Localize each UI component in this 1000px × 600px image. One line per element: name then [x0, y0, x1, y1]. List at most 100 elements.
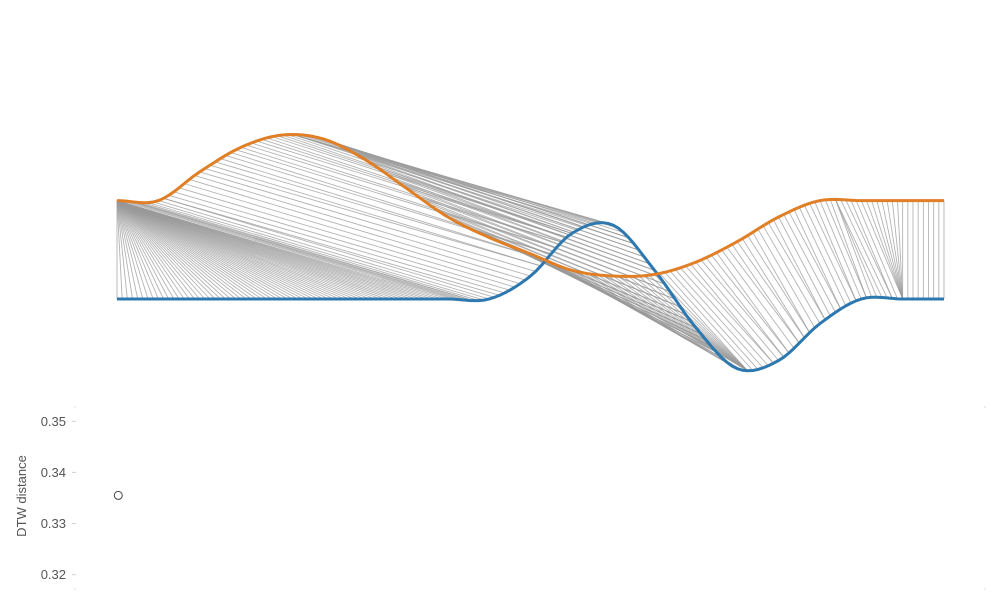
alignment-connector [876, 200, 904, 300]
alignment-connector [628, 276, 748, 372]
alignment-connector [194, 175, 531, 277]
alignment-connector [742, 238, 805, 339]
alignment-connector [819, 200, 862, 300]
alignment-connector [178, 187, 516, 288]
alignment-connector [116, 200, 216, 300]
alignment-connector [674, 269, 764, 369]
alignment-connector [116, 200, 133, 300]
alignment-connector [659, 273, 748, 372]
scatter-points [113, 490, 123, 500]
alignment-connector [116, 200, 252, 300]
alignment-connector [116, 200, 144, 300]
alignment-connector [773, 219, 826, 320]
alignment-connector [116, 200, 262, 300]
y-axis-ticks: 0.32 0.33 0.34 0.35 [41, 406, 986, 590]
alignment-connector [116, 200, 206, 300]
alignment-connector [824, 199, 867, 298]
alignment-connector [835, 199, 878, 298]
alignment-connector [798, 207, 847, 307]
alignment-connector [736, 241, 805, 339]
alignment-connector [669, 270, 759, 370]
alignment-connector [116, 200, 154, 300]
alignment-connector [116, 200, 221, 300]
axis-corner-mark [74, 588, 76, 590]
alignment-connector [116, 200, 159, 300]
y-tick-label: 0.33 [41, 516, 66, 531]
alignment-connector [116, 200, 237, 300]
alignment-connector [292, 134, 593, 225]
series-line-orange [116, 132, 944, 278]
y-axis-label: DTW distance [14, 455, 29, 537]
alignment-connector [132, 201, 464, 301]
alignment-connector [871, 200, 904, 300]
alignment-connector [891, 200, 904, 300]
alignment-connector [649, 274, 748, 372]
alignment-connector [116, 200, 195, 300]
alignment-connector [705, 257, 785, 358]
alignment-connector [122, 200, 454, 300]
alignment-connector [204, 168, 541, 267]
alignment-connector [116, 200, 180, 300]
alignment-connector [116, 200, 139, 300]
alignment-connector [767, 222, 826, 320]
alignment-connector [845, 199, 893, 299]
alignment-connector [814, 201, 857, 301]
alignment-connector [116, 200, 226, 300]
alignment-connector [494, 239, 707, 341]
alignment-connector [173, 191, 510, 291]
alignment-connector [147, 202, 479, 302]
alignment-connector [116, 200, 170, 300]
alignment-connector [881, 200, 904, 300]
alignment-connector [747, 235, 810, 333]
alignment-connector [189, 179, 526, 281]
alignment-connector [695, 261, 779, 361]
alignment-connector [116, 200, 278, 300]
series-line-blue [117, 221, 944, 373]
alignment-connector [168, 194, 505, 294]
axis-corner-mark [984, 588, 986, 590]
alignment-connector [127, 200, 459, 300]
alignment-connector [618, 275, 748, 372]
alignment-connector [804, 204, 852, 304]
alignment-connector [731, 244, 800, 344]
alignment-connector [897, 200, 904, 300]
alignment-connector [163, 197, 500, 296]
alignment-connector [116, 200, 211, 300]
alignment-connector [153, 201, 485, 301]
alignment-connector [266, 137, 567, 238]
alignment-connector [401, 184, 666, 285]
alignment-connector [359, 156, 645, 258]
alignment-connector [835, 199, 873, 298]
alignment-connector [220, 158, 547, 261]
alignment-connector [700, 259, 785, 358]
alignment-connector [421, 199, 676, 300]
alignment-connector [829, 199, 867, 298]
alignment-plot [116, 132, 945, 373]
y-tick-label: 0.32 [41, 567, 66, 582]
axis-corner-mark [984, 406, 986, 408]
alignment-connector [292, 134, 583, 229]
alignment-connector [116, 200, 149, 300]
alignment-connector [721, 249, 795, 349]
alignment-connector [680, 267, 769, 367]
alignment-connector [209, 164, 541, 267]
alignment-connector [292, 134, 588, 226]
alignment-connector [137, 201, 474, 302]
alignment-connector [256, 140, 567, 238]
alignment-connector [788, 211, 842, 310]
alignment-connector [287, 134, 578, 231]
alignment-connector [225, 155, 552, 255]
alignment-connector [116, 200, 175, 300]
alignment-connector [886, 200, 904, 300]
alignment-connector [116, 200, 242, 300]
alignment-connector [116, 200, 164, 300]
alignment-connector [116, 200, 123, 300]
alignment-connector [711, 254, 790, 354]
alignment-connector [116, 200, 190, 300]
alignment-connector [251, 142, 562, 243]
alignment-connector [116, 200, 268, 300]
alignment-connector [643, 275, 748, 372]
alignment-connector [809, 203, 857, 302]
alignment-connector [116, 200, 128, 300]
